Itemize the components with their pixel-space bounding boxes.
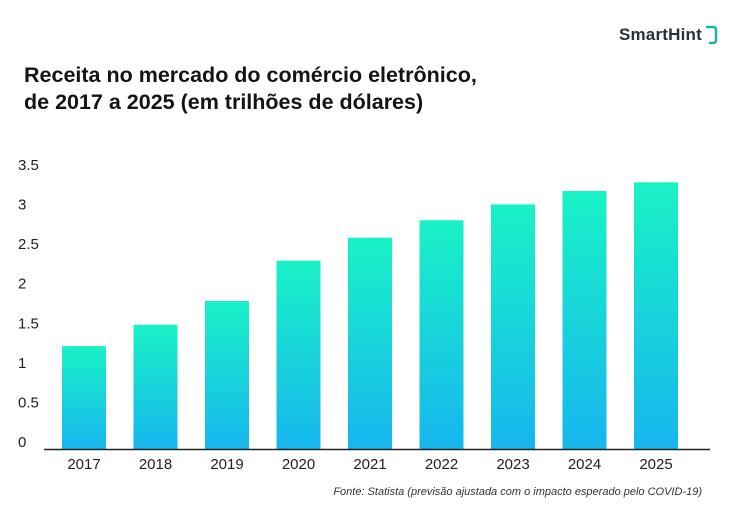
- bar-2025: [634, 182, 678, 449]
- x-tick-label: 2022: [425, 456, 458, 473]
- bar-2021: [348, 237, 392, 449]
- bars: [62, 182, 678, 449]
- x-tick-label: 2020: [282, 456, 315, 473]
- y-tick-label: 2: [18, 276, 26, 293]
- brand-logo: SmartHint: [619, 24, 718, 46]
- x-tick-label: 2019: [210, 456, 243, 473]
- bar-2019: [205, 301, 249, 449]
- brand-hook-icon: [705, 25, 718, 45]
- chart-title-line-2: de 2017 a 2025 (em trilhões de dólares): [24, 90, 424, 114]
- chart-title: Receita no mercado do comércio eletrônic…: [24, 62, 624, 116]
- x-tick-label: 2025: [639, 456, 672, 473]
- x-tick-label: 2017: [67, 456, 100, 473]
- x-tick-label: 2018: [139, 456, 172, 473]
- bar-2022: [419, 220, 464, 449]
- x-tick-label: 2021: [353, 456, 386, 473]
- x-tick-label: 2024: [568, 456, 601, 473]
- x-tick-label: 2023: [496, 456, 529, 473]
- y-axis-ticks: 3.5 3 2.5 2 1.5 1 0.5 0: [18, 157, 39, 451]
- y-tick-label: 0: [18, 434, 26, 451]
- bar-2018: [133, 324, 178, 449]
- bar-2020: [276, 260, 321, 449]
- y-tick-label: 2.5: [18, 236, 39, 253]
- y-tick-label: 3: [18, 197, 26, 214]
- bar-2017: [62, 346, 106, 449]
- x-axis-ticks: 2017 2018 2019 2020 2021 2022 2023 2024 2025: [67, 456, 672, 473]
- bar-2024: [562, 190, 607, 449]
- y-tick-label: 1.5: [18, 315, 39, 332]
- chart-title-line-1: Receita no mercado do comércio eletrônic…: [24, 63, 477, 87]
- brand-name: SmartHint: [618, 25, 702, 44]
- source-note: Fonte: Statista (previsão ajustada com o…: [333, 486, 702, 498]
- y-tick-label: 1: [18, 355, 26, 372]
- y-tick-label: 3.5: [18, 157, 39, 174]
- y-tick-label: 0.5: [18, 394, 39, 411]
- bar-2023: [491, 204, 535, 449]
